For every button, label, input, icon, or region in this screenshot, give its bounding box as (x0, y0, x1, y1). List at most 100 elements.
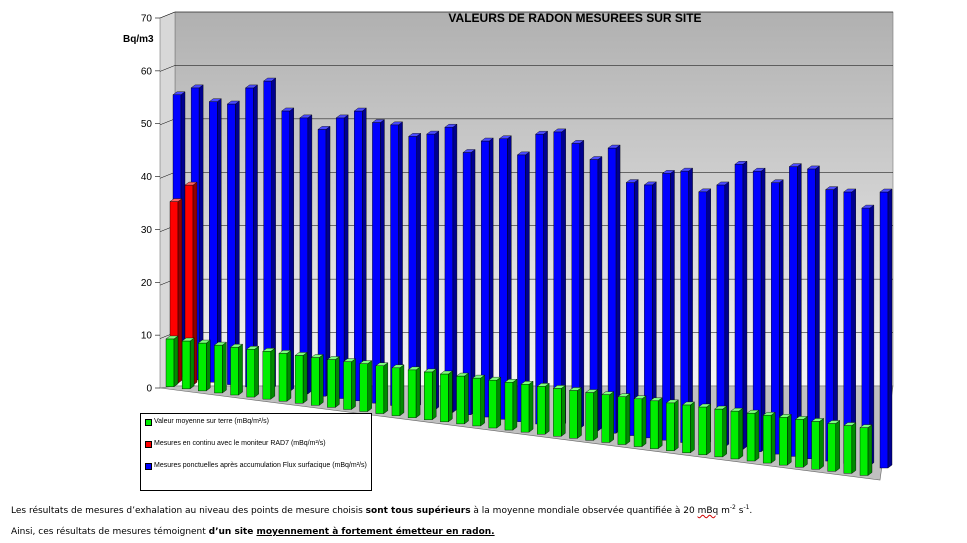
p1-sup1: -2 (729, 504, 736, 511)
p1-text-f: . (749, 506, 753, 516)
legend-swatch-blue (145, 463, 152, 470)
y-tick-label: 30 (141, 225, 153, 236)
radon-chart: 0 10 20 30 40 50 60 70 VALEURS DE RADON MESUREE… (123, 11, 894, 481)
red-bar (169, 198, 183, 384)
p1-bold: sont tous supérieurs (365, 506, 471, 516)
green-bar (665, 399, 679, 452)
conclusion-paragraph: Ainsi, ces résultats de mesures témoigne… (11, 527, 495, 537)
blue-bar (879, 188, 893, 469)
blue-bar (843, 188, 857, 464)
chart-title: VALEURS DE RADON MESUREES SUR SITE (448, 11, 701, 25)
legend-item-accumulation: Mesures ponctuelles après accumulation F… (145, 462, 367, 470)
gridline-side (159, 172, 176, 179)
green-bar (391, 364, 405, 417)
green-bar (310, 354, 324, 406)
green-bar (633, 395, 647, 447)
blue-bar (371, 119, 386, 404)
p1-sup2: -1 (743, 504, 750, 511)
green-bar (859, 424, 873, 476)
gridline-side (159, 65, 176, 72)
p1-text-c: à la moyenne mondiale observée quantifié… (470, 506, 698, 516)
green-bar (843, 422, 857, 474)
blue-bar (263, 77, 277, 390)
blue-bar (643, 181, 657, 439)
green-bar (649, 397, 663, 450)
green-bar (730, 407, 744, 460)
legend-swatch-red (145, 441, 152, 448)
y-tick-label: 10 (141, 331, 153, 342)
blue-bar (353, 107, 367, 402)
green-bar (472, 374, 486, 427)
blue-bar (716, 181, 730, 448)
green-bar (213, 341, 228, 394)
green-bar (520, 380, 534, 433)
blue-bar (226, 100, 240, 386)
gridline-side (159, 118, 176, 126)
green-bar (698, 403, 712, 456)
green-bar (536, 382, 550, 435)
green-bar (455, 372, 470, 425)
blue-bar (534, 130, 549, 425)
gridline-side (159, 11, 176, 19)
green-bar (375, 362, 389, 414)
green-bar (326, 356, 340, 408)
green-bar (585, 389, 599, 441)
blue-bar (480, 137, 494, 418)
legend-label-rad7: Mesures en continu avec le moniteur RAD7… (154, 440, 326, 447)
y-tick-label: 50 (141, 119, 153, 130)
green-bar (504, 378, 518, 431)
blue-bar (244, 84, 259, 388)
blue-bar (281, 107, 295, 392)
blue-bar (607, 144, 621, 434)
legend-label-ground-average: Valeur moyenne sur terre (mBq/m²/s) (154, 418, 270, 425)
blue-bar (444, 123, 458, 413)
green-bar (714, 405, 728, 458)
blue-bar (752, 167, 766, 453)
green-bar (568, 387, 583, 439)
blue-bar (408, 132, 422, 409)
green-bar (229, 343, 244, 396)
green-bar (681, 401, 696, 454)
blue-bar (788, 163, 802, 457)
red-bar (184, 181, 198, 386)
green-bar (423, 368, 437, 421)
y-axis-label: Bq/m3 (123, 34, 154, 45)
green-bar (407, 366, 421, 419)
green-bar (746, 409, 760, 462)
p2-bold: d’un site (208, 527, 257, 537)
green-bar (181, 337, 195, 390)
green-bar (762, 411, 776, 464)
y-tick-label: 40 (141, 172, 153, 183)
p1-text-e: s (735, 506, 744, 516)
y-tick-label: 60 (141, 66, 153, 77)
blue-bar (208, 98, 222, 383)
green-bar (601, 391, 615, 443)
blue-bar (679, 167, 694, 443)
legend-item-rad7: Mesures en continu avec le moniteur RAD7… (145, 440, 367, 448)
blue-bar (806, 165, 821, 460)
blue-bar (299, 114, 313, 395)
blue-bar (426, 130, 440, 411)
blue-bar (571, 140, 585, 430)
green-bar (794, 415, 809, 468)
blue-bar (389, 121, 404, 406)
blue-bar (498, 135, 512, 420)
y-tick-label: 70 (141, 14, 153, 25)
blue-bar (861, 204, 875, 467)
chart-legend: Valeur moyenne sur terre (mBq/m²/s) Mesu… (140, 413, 372, 491)
green-bar (552, 385, 566, 437)
green-bar (617, 393, 631, 445)
blue-bar (825, 186, 839, 462)
p2-text-a: Ainsi, ces résultats de mesures témoigne… (11, 527, 209, 537)
blue-bar (335, 114, 349, 399)
green-bar (827, 420, 841, 472)
p1-text-d: m (718, 506, 730, 516)
green-bar (278, 349, 292, 402)
green-bar (810, 418, 825, 470)
green-bar (246, 345, 260, 398)
blue-bar (734, 160, 748, 450)
green-bar (488, 376, 502, 429)
green-bar (359, 360, 373, 412)
p1-text-a: Les résultats de mesures d’exhalation au… (11, 506, 366, 516)
y-tick-label: 0 (146, 384, 152, 395)
